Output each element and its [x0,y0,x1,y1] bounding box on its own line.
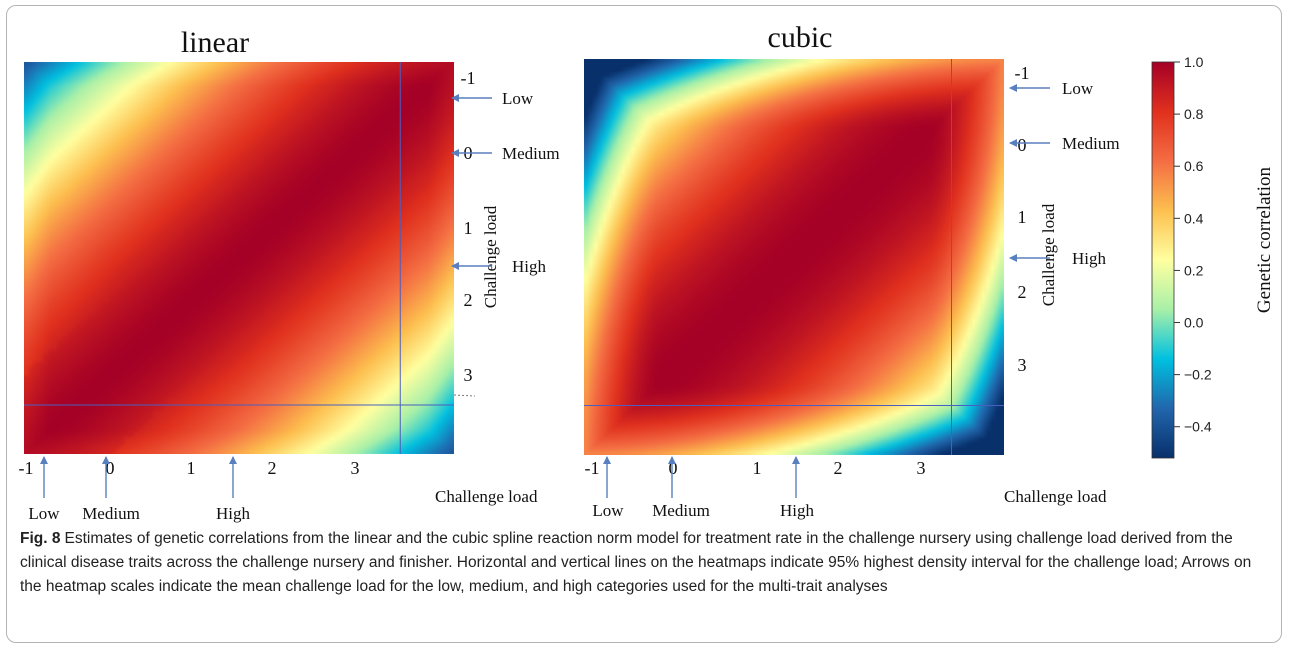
panel-title: linear [181,26,249,59]
heatmap-image [584,59,1004,455]
colorbar-tick-label: 0.0 [1184,315,1204,331]
x-category-label: High [216,504,251,523]
y-tick-label: 2 [464,290,473,310]
x-axis-title: Challenge load [435,487,538,506]
y-category-label: Medium [1062,134,1120,153]
panel-title: cubic [768,21,833,54]
y-category-label: Medium [502,144,560,163]
y-category-label: Low [1062,79,1094,98]
heatmap-overlay: -1 0 1 2 3 -1 0 1 2 3 Challenge load Challenge load… [584,59,1120,520]
x-category-label: Low [592,501,624,520]
heatmap-image [24,62,454,454]
y-tick-label: -1 [1015,63,1030,83]
colorbar-bar [1151,61,1175,459]
colorbar-tick-label: −0.4 [1184,419,1212,435]
x-tick-label: 3 [917,458,926,478]
y-category-label: Low [502,89,534,108]
figure-frame [6,5,1282,643]
y-tick-label: 0 [1018,135,1027,155]
colorbar-tick-label: 1.0 [1184,54,1204,70]
x-category-label: Low [28,504,60,523]
x-tick-label: 0 [106,458,115,478]
colorbar-tick-label: −0.2 [1184,367,1212,383]
y-tick-label: 3 [1018,355,1027,375]
x-tick-label: 0 [669,458,678,478]
y-tick-label: 1 [464,218,473,238]
colorbar-tick-label: 0.8 [1184,106,1204,122]
colorbar-tick-label: 0.2 [1184,262,1204,278]
hdi-dotted-extension [453,394,476,397]
figure-caption: Fig. 8 Estimates of genetic correlations … [20,527,1270,599]
caption-label: Fig. 8 [20,530,61,547]
y-tick-label: -1 [461,68,476,88]
x-category-label: High [780,501,815,520]
x-tick-label: -1 [585,458,600,478]
x-tick-label: 2 [834,458,843,478]
x-category-label: Medium [652,501,710,520]
x-tick-label: 1 [187,458,196,478]
colorbar: 1.0 0.8 0.6 0.4 0.2 0.0 −0.2 −0.4 Genetic corre… [1151,54,1275,459]
y-tick-label: 3 [464,365,473,385]
y-category-label: High [1072,249,1107,268]
y-tick-label: 2 [1018,282,1027,302]
y-axis-title: Challenge load [481,205,500,308]
heatmap-panel-cubic: cubic -1 0 1 2 3 -1 0 1 2 3 Challenge load Challeng… [584,21,1120,520]
colorbar-tick-label: 0.6 [1184,158,1204,174]
x-tick-label: 2 [268,458,277,478]
x-tick-label: 1 [753,458,762,478]
colorbar-ticks: 1.0 0.8 0.6 0.4 0.2 0.0 −0.2 −0.4 [1174,54,1212,435]
y-category-label: High [512,257,547,276]
colorbar-tick-label: 0.4 [1184,210,1204,226]
x-axis-title: Challenge load [1004,487,1107,506]
x-tick-label: -1 [19,458,34,478]
x-tick-label: 3 [351,458,360,478]
y-tick-label: 1 [1018,207,1027,227]
y-axis-title: Challenge load [1039,203,1058,306]
caption-text: Estimates of genetic correlations from t… [20,530,1252,595]
colorbar-label: Genetic correlation [1254,166,1275,313]
x-category-label: Medium [82,504,140,523]
